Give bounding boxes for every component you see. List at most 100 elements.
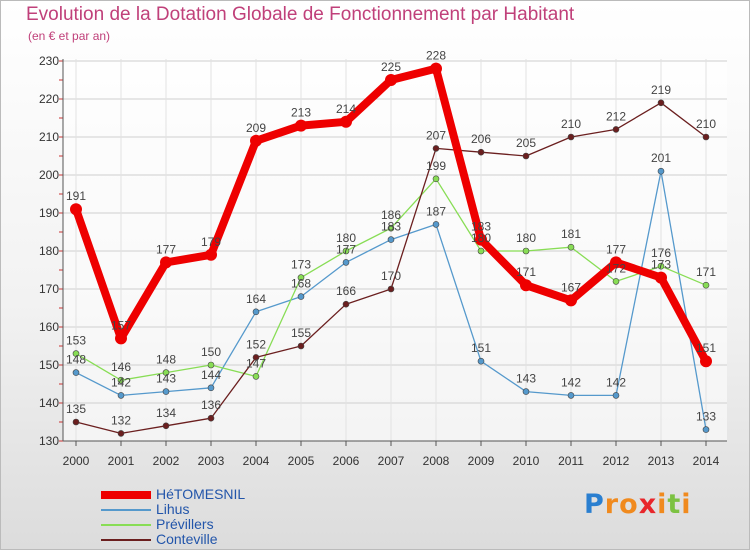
- chart-subtitle: (en € et par an): [28, 29, 111, 43]
- data-point: [477, 247, 485, 255]
- data-point: [430, 62, 442, 75]
- data-label: 173: [291, 258, 311, 272]
- data-label: 173: [651, 258, 671, 272]
- data-label: 180: [336, 231, 356, 245]
- data-label: 146: [111, 360, 131, 374]
- data-label: 219: [651, 83, 671, 97]
- data-point: [567, 133, 575, 141]
- data-point: [387, 224, 395, 232]
- data-point: [162, 422, 170, 430]
- y-tick-label: 210: [39, 130, 59, 144]
- data-label: 171: [696, 265, 716, 279]
- data-label: 205: [516, 136, 536, 150]
- data-point: [117, 430, 125, 437]
- data-point: [340, 115, 352, 128]
- y-tick-label: 150: [39, 358, 59, 372]
- x-tick-label: 2011: [558, 454, 584, 468]
- data-point: [477, 148, 485, 156]
- data-point: [117, 392, 125, 399]
- data-point: [207, 384, 215, 392]
- data-point: [657, 99, 665, 107]
- data-label: 166: [336, 284, 356, 298]
- data-point: [252, 308, 260, 316]
- data-label: 181: [561, 227, 581, 241]
- data-label: 132: [111, 413, 131, 427]
- proxiti-logo: Proxiti: [584, 489, 692, 520]
- data-label: 152: [246, 337, 266, 351]
- data-point: [522, 247, 530, 255]
- data-point: [387, 236, 395, 243]
- data-point: [475, 233, 487, 246]
- y-tick-label: 180: [39, 244, 59, 258]
- data-label: 179: [201, 235, 221, 249]
- data-point: [612, 392, 620, 399]
- logo-letter: x: [638, 489, 658, 520]
- x-tick-label: 2005: [288, 454, 315, 468]
- data-label: 180: [471, 231, 491, 245]
- data-label: 142: [606, 375, 626, 389]
- data-label: 143: [156, 372, 176, 386]
- data-point: [702, 281, 710, 289]
- logo-letter: r: [604, 489, 620, 520]
- data-label: 136: [201, 398, 221, 412]
- chart-title: Evolution de la Dotation Globale de Fonc…: [26, 4, 575, 25]
- x-tick-label: 2012: [603, 454, 630, 468]
- data-point: [207, 361, 215, 369]
- x-tick-label: 2014: [693, 454, 720, 468]
- data-point: [432, 175, 440, 183]
- data-point: [117, 376, 125, 384]
- y-tick-label: 220: [39, 92, 59, 106]
- data-label: 186: [381, 208, 401, 222]
- logo-letter: i: [657, 489, 668, 520]
- data-point: [385, 74, 397, 86]
- data-label: 167: [561, 280, 581, 294]
- x-tick-label: 2008: [423, 454, 450, 468]
- data-label: 191: [66, 189, 86, 203]
- data-label: 171: [516, 265, 536, 279]
- legend-swatch: [101, 509, 151, 511]
- data-point: [70, 203, 82, 216]
- x-tick-label: 2001: [108, 454, 135, 468]
- data-point: [702, 133, 710, 141]
- data-point: [702, 426, 710, 433]
- data-point: [252, 373, 260, 380]
- data-point: [72, 369, 80, 376]
- data-point: [657, 167, 665, 175]
- data-label: 180: [516, 231, 536, 245]
- data-label: 150: [201, 345, 221, 359]
- x-tick-label: 2009: [468, 454, 495, 468]
- x-tick-label: 2004: [243, 454, 270, 468]
- data-label: 157: [111, 318, 131, 332]
- data-point: [700, 355, 712, 368]
- data-point: [205, 248, 217, 261]
- data-point: [432, 221, 440, 228]
- data-label: 187: [426, 204, 446, 218]
- data-label: 210: [561, 117, 581, 131]
- data-label: 153: [66, 334, 86, 348]
- data-point: [610, 256, 622, 269]
- x-tick-label: 2006: [333, 454, 360, 468]
- data-point: [207, 414, 215, 422]
- legend-swatch: [101, 524, 151, 526]
- data-point: [567, 243, 575, 251]
- logo-letter: P: [584, 489, 605, 520]
- data-point: [657, 262, 665, 270]
- data-point: [72, 418, 80, 426]
- data-point: [160, 256, 172, 269]
- data-label: 199: [426, 159, 446, 173]
- data-point: [297, 293, 305, 300]
- legend-label: Conteville: [156, 531, 218, 547]
- data-point: [655, 271, 667, 284]
- data-label: 201: [651, 151, 671, 165]
- y-tick-label: 140: [39, 396, 59, 410]
- data-label: 142: [111, 375, 131, 389]
- legend-label: Lihus: [156, 501, 190, 517]
- y-tick-label: 130: [39, 434, 59, 448]
- logo-letter: t: [667, 489, 682, 520]
- data-label: 170: [381, 269, 401, 283]
- data-point: [477, 357, 485, 365]
- data-label: 151: [696, 341, 716, 355]
- data-label: 183: [381, 220, 401, 234]
